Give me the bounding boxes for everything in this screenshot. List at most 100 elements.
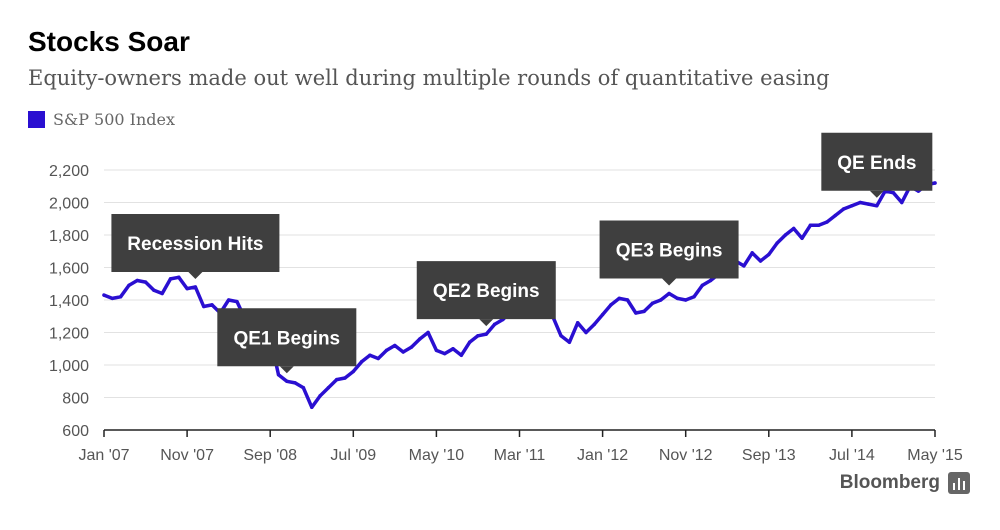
data-point <box>235 299 239 304</box>
x-axis: Jan '07 Nov '07 Sep '08 Jul '09 May '10 Mar '… <box>78 429 963 464</box>
data-point <box>102 293 106 297</box>
annotation: QE1 Begins <box>217 308 357 374</box>
x-tick-label: Sep '13 <box>742 447 796 464</box>
data-point <box>476 334 480 338</box>
data-point <box>276 373 281 377</box>
data-point <box>700 283 705 288</box>
y-tick-label: 1,400 <box>49 293 89 310</box>
chart-title: Stocks Soar <box>28 26 190 57</box>
data-point <box>285 379 289 383</box>
data-point <box>825 220 829 224</box>
data-point <box>467 340 472 344</box>
x-tick-label: Nov '07 <box>160 447 214 464</box>
data-point <box>675 296 680 301</box>
data-point <box>609 303 613 307</box>
y-tick-label: 1,600 <box>49 261 89 278</box>
data-point <box>135 278 139 283</box>
bar-chart-icon <box>948 472 970 494</box>
data-point <box>933 181 937 185</box>
annotation-label: Recession Hits <box>127 234 263 255</box>
data-point <box>127 283 131 288</box>
annotation-box <box>217 308 357 367</box>
data-point <box>426 330 430 335</box>
x-tick-label: Sep '08 <box>243 447 297 464</box>
x-tick-label: May '10 <box>409 447 465 464</box>
data-point <box>326 386 331 390</box>
data-point <box>359 360 364 364</box>
data-point <box>409 345 414 349</box>
data-point <box>775 241 779 245</box>
x-tick-label: Mar '11 <box>494 447 546 464</box>
data-point <box>592 322 596 327</box>
x-tick-label: May '15 <box>907 447 963 464</box>
brand-name: Bloomberg <box>839 472 940 493</box>
annotation-label: QE2 Begins <box>433 281 540 302</box>
data-point <box>891 191 896 195</box>
data-point <box>767 252 771 257</box>
data-point <box>202 304 206 309</box>
annotation-pointer <box>479 319 494 327</box>
legend-swatch <box>28 111 45 128</box>
data-point <box>742 264 746 268</box>
data-point <box>152 288 156 292</box>
data-point <box>168 277 173 281</box>
x-tick-label: Jul '09 <box>330 447 376 464</box>
y-tick-label: 1,800 <box>49 228 89 245</box>
data-point <box>193 285 198 289</box>
y-tick-label: 2,000 <box>49 196 89 213</box>
y-axis: 600 800 1,000 1,200 1,400 1,600 1,800 2,000 2,20… <box>49 163 89 440</box>
data-point <box>600 312 605 317</box>
y-tick-label: 2,200 <box>49 163 89 180</box>
data-point <box>318 394 322 398</box>
annotation-pointer <box>869 190 884 198</box>
annotation-box <box>599 220 739 279</box>
annotation-box <box>821 132 933 191</box>
data-point <box>118 295 123 299</box>
data-point <box>625 298 630 302</box>
data-point <box>492 322 497 327</box>
annotation: QE2 Begins <box>416 261 556 327</box>
data-point <box>642 309 646 314</box>
data-point <box>567 340 572 344</box>
x-tick-label: Jan '07 <box>78 447 129 464</box>
data-point <box>841 207 846 211</box>
data-point <box>226 298 231 302</box>
data-point <box>434 348 439 353</box>
legend: S&P 500 Index <box>28 110 175 129</box>
annotation-label: QE3 Begins <box>616 241 723 262</box>
annotation-label: QE Ends <box>837 153 916 174</box>
data-point <box>875 204 879 208</box>
data-point <box>293 381 297 385</box>
data-point <box>143 280 148 284</box>
data-point <box>816 223 821 227</box>
data-point <box>692 295 696 299</box>
data-point <box>684 298 688 302</box>
data-point <box>575 321 580 325</box>
annotation-pointer <box>188 272 203 279</box>
brand-logo: Bloomberg <box>840 472 970 494</box>
data-point <box>850 204 854 208</box>
x-tick-label: Jul '14 <box>829 447 875 464</box>
y-tick-label: 1,000 <box>49 358 89 375</box>
data-point <box>750 251 754 255</box>
annotation-pointer <box>662 278 677 286</box>
data-point <box>418 337 422 341</box>
data-point <box>484 332 488 336</box>
data-point <box>301 386 306 390</box>
data-point <box>343 376 347 380</box>
data-point <box>792 226 796 231</box>
annotation: Recession Hits <box>111 214 280 279</box>
data-point <box>376 356 380 361</box>
data-point <box>584 330 588 335</box>
data-point <box>451 347 455 351</box>
legend-label: S&P 500 Index <box>53 110 176 129</box>
data-point <box>667 291 671 296</box>
data-point <box>634 311 638 315</box>
data-point <box>559 334 563 338</box>
data-point <box>210 303 214 307</box>
data-point <box>110 296 115 301</box>
data-point <box>900 200 904 205</box>
x-tick-label: Nov '12 <box>659 447 713 464</box>
data-point <box>310 405 314 409</box>
